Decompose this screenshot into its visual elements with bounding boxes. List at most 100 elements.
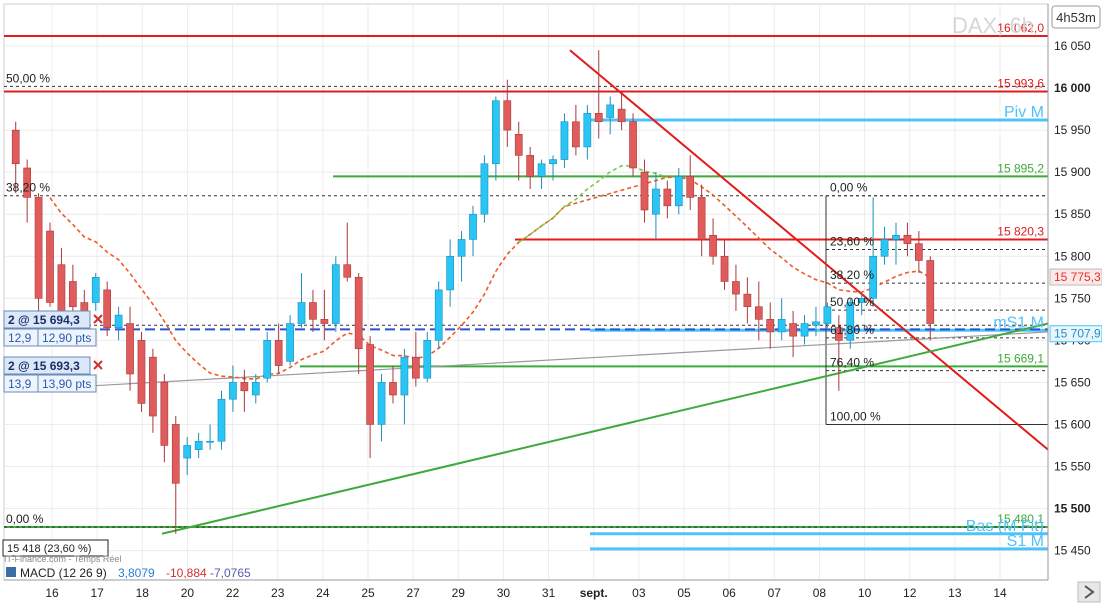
y-tick-label: 15 500 (1054, 502, 1091, 516)
candle-body (343, 264, 352, 278)
order-right-value: 13,90 pts (42, 377, 91, 391)
candle-body (354, 276, 363, 350)
macd-swatch (6, 567, 16, 577)
level-label: S1 M (1007, 533, 1044, 550)
candle-body (812, 321, 820, 326)
order-title: 2 @ 15 693,3 (8, 359, 80, 373)
long-ma-line (3, 331, 1049, 392)
candle-body (114, 314, 123, 329)
candle-body (754, 306, 763, 320)
candle-body (137, 340, 146, 404)
candle-body (274, 340, 283, 366)
y-tick-label: 15 550 (1054, 459, 1091, 473)
candle-body (263, 340, 272, 379)
x-tick-label: 13 (948, 586, 962, 600)
candle-body (583, 113, 592, 148)
candle-body (46, 230, 54, 303)
x-tick-label: 24 (316, 586, 330, 600)
level-label: 15 895,2 (997, 161, 1044, 175)
candle-body (251, 382, 260, 396)
x-tick-label: 22 (226, 586, 240, 600)
candle-body (194, 440, 203, 450)
candle-body (171, 424, 180, 484)
candle-body (606, 104, 615, 118)
candle-body (411, 356, 420, 379)
candle-body (457, 239, 466, 257)
candle-body (572, 121, 580, 148)
candle-body (229, 382, 237, 400)
level-layer (3, 34, 1049, 551)
candle-body (697, 197, 706, 240)
trend-layer (161, 49, 1049, 535)
order-title-box[interactable] (3, 356, 91, 375)
bottom-left-label: 15 418 (23,60 %) (7, 543, 91, 555)
candle-body (892, 234, 900, 240)
candle-body (537, 163, 546, 177)
candle-body (846, 302, 855, 341)
x-tick-label: 29 (452, 586, 466, 600)
level-label: Bas (M Fit) (966, 518, 1044, 535)
x-tick-label: 23 (271, 586, 285, 600)
candle-body (777, 319, 786, 333)
order-left-value: 12,9 (8, 331, 32, 345)
y-tick-label: 15 900 (1054, 165, 1091, 179)
order-right-box[interactable] (37, 328, 97, 347)
candle-body (629, 121, 637, 169)
candle-body (286, 323, 294, 362)
x-tick-label: 06 (722, 586, 736, 600)
bottom-left-box (2, 539, 109, 557)
candle-body (11, 129, 20, 165)
downtrend-line (569, 49, 1049, 451)
y-tick-label: 16 000 (1054, 81, 1091, 95)
candle-body (652, 188, 660, 215)
y-tick-label: 16 050 (1054, 39, 1091, 53)
x-tick-label: 05 (677, 586, 691, 600)
candle-body (709, 234, 717, 257)
candle-body (434, 289, 443, 341)
fib-label: 0,00 % (6, 512, 44, 526)
order-title-box[interactable] (3, 310, 91, 329)
countdown-label: 4h53m (1056, 10, 1096, 25)
order-right-box[interactable] (37, 374, 97, 393)
last-price-tag-box (1049, 268, 1102, 286)
y-tick-label: 15 600 (1054, 417, 1091, 431)
candle-body (469, 213, 477, 240)
candle-body (915, 243, 923, 261)
candle-body (640, 171, 649, 211)
candle-body (400, 356, 409, 396)
axis-layer: 16 17 18 20 22 23 24 25 27 29 30 31 sept. 03 05 06 07 08 1… (4, 4, 1102, 600)
x-tick-label: 10 (858, 586, 872, 600)
candle-body (183, 445, 192, 459)
candle-body (320, 319, 329, 324)
x-tick-label: 14 (993, 586, 1007, 600)
candle-body (514, 134, 523, 156)
x-tick-label: 18 (136, 586, 150, 600)
macd-label: MACD (12 26 9) (20, 566, 107, 580)
candle-body (857, 298, 866, 303)
scroll-right-button[interactable] (1077, 581, 1101, 603)
candle-body (686, 176, 695, 198)
candle-body (389, 382, 397, 396)
moving-average-layer (49, 164, 931, 380)
x-tick-label: 30 (497, 586, 511, 600)
fib-label: 50,00 % (6, 71, 50, 85)
candle-layer (11, 50, 935, 534)
countdown-box (1051, 5, 1101, 29)
candle-body (732, 281, 740, 295)
candle-body (217, 398, 226, 442)
order-layer[interactable]: 2 @ 15 694,3 12,9 12,90 pts 2 @ 15 693,3 13,… (3, 310, 103, 393)
watermark-label: IT-Finance.com - Temps Réel (4, 554, 121, 564)
candle-body (766, 319, 775, 333)
y-tick-label: 15 850 (1054, 207, 1091, 221)
moving-average-green (518, 164, 668, 243)
moving-average-red (49, 176, 931, 380)
candle-body (823, 306, 832, 324)
x-tick-label: 03 (632, 586, 646, 600)
level-label: 15 669,1 (997, 351, 1044, 365)
level-label: 15 993,6 (997, 76, 1044, 90)
candle-body (549, 159, 557, 165)
x-tick-label: 12 (903, 586, 917, 600)
